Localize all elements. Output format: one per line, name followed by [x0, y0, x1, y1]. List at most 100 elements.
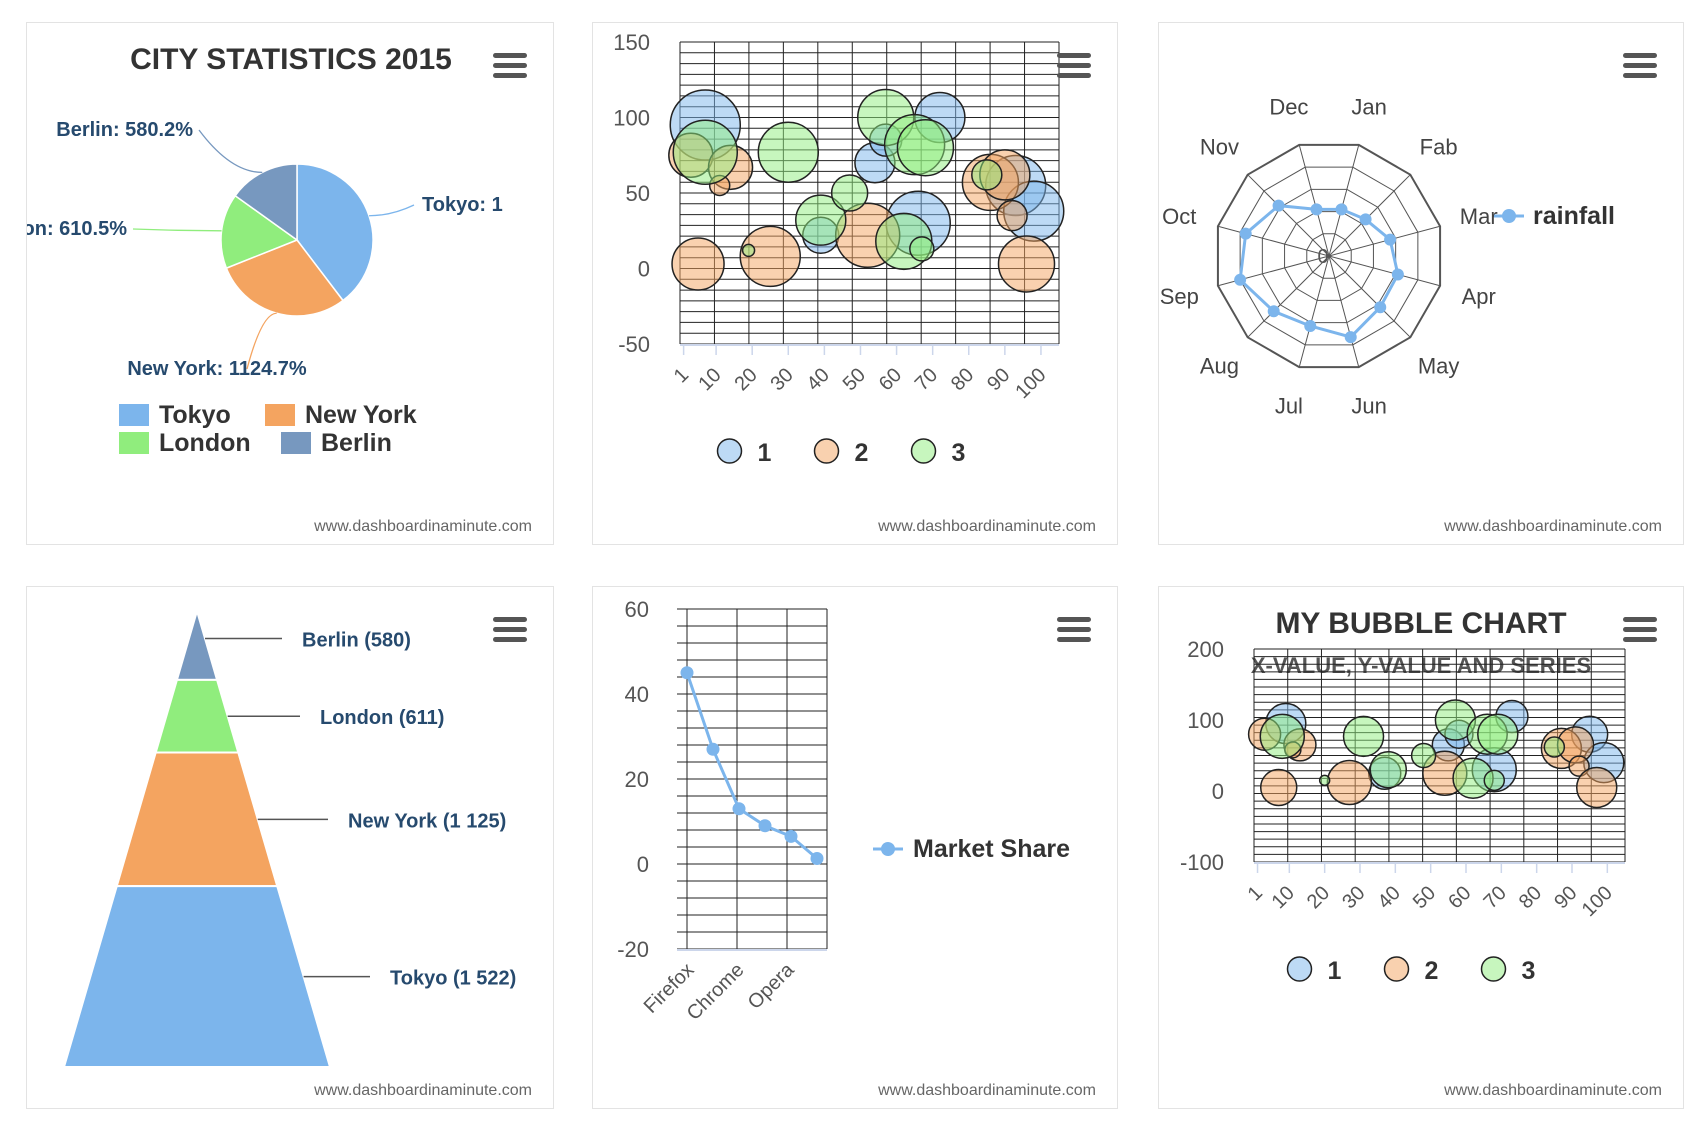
credit-link[interactable]: www.dashboardinaminute.com	[314, 518, 532, 535]
x-tick-label: 80	[947, 364, 978, 395]
bubble-chart-subtitle: X-VALUE, Y-VALUE AND SERIES	[1251, 653, 1591, 678]
bubble-point	[1369, 750, 1408, 789]
chart-context-menu-button[interactable]	[1623, 53, 1657, 79]
credit-link[interactable]: www.dashboardinaminute.com	[314, 1082, 532, 1099]
polar-category-label: May	[1418, 354, 1460, 379]
pie-chart: CITY STATISTICS 2015 Tokyo: 1 New York: 1…	[27, 43, 503, 457]
y-tick-label: 40	[625, 682, 649, 707]
x-tick-label: 40	[1374, 882, 1405, 913]
pie-slice-berlin	[234, 163, 298, 242]
pie-data-label: New York: 1124.7%	[127, 358, 307, 380]
rainfall-line	[1238, 204, 1400, 339]
bubble-point	[971, 159, 1003, 191]
y-tick-label: 100	[1187, 708, 1224, 733]
y-tick-label: 0	[637, 852, 649, 877]
legend-item: 2	[1425, 957, 1439, 985]
pyramid-segment-london	[154, 678, 240, 754]
pyramid-segment-new-york	[115, 751, 279, 888]
legend-symbol	[1480, 956, 1507, 982]
polar-grid	[1216, 143, 1442, 369]
x-tick-label: 90	[983, 364, 1014, 395]
y-tick-label: 20	[625, 767, 649, 792]
polar-category-label: Apr	[1462, 284, 1496, 309]
rainfall-point	[1384, 233, 1397, 246]
bubble-chart-panel: -50 0 50 100 150 1 10 20 30 40 50 60 70 80 90 100 1 2 3 ww…	[592, 22, 1118, 545]
bubble-point	[1410, 742, 1437, 769]
plot-grid	[677, 608, 828, 950]
rainfall-point	[1391, 268, 1404, 281]
x-tick-label: 30	[1338, 882, 1369, 913]
rainfall-point	[1239, 227, 1252, 240]
bubble-point	[739, 225, 801, 288]
x-tick-label: 90	[1550, 882, 1581, 913]
legend-item: 3	[952, 439, 966, 467]
legend-symbol-marker	[881, 842, 895, 856]
bubble-point	[1326, 759, 1373, 806]
pie-slice-london	[220, 194, 299, 270]
chart-context-menu-button[interactable]	[493, 617, 527, 643]
legend-item: New York	[305, 401, 417, 429]
x-tick-label: 10	[694, 364, 725, 395]
market-share-point	[784, 829, 798, 843]
market-share-line	[685, 672, 818, 860]
x-tick-label: 40	[803, 364, 834, 395]
bubble-series-3	[672, 88, 1003, 271]
legend-item: 1	[758, 439, 772, 467]
pyramid-chart-panel: Berlin (580) London (611) New York (1 125)…	[26, 586, 554, 1109]
credit-link[interactable]: www.dashboardinaminute.com	[1444, 518, 1662, 535]
chart-context-menu-button[interactable]	[1623, 617, 1657, 643]
legend-symbol	[813, 438, 840, 464]
pie-connector	[369, 204, 415, 217]
bubble-point	[672, 119, 739, 185]
pyramid-chart: Berlin (580) London (611) New York (1 125)…	[62, 607, 516, 1068]
pie-slice-tokyo	[296, 163, 374, 302]
x-tick-label: 10	[1268, 882, 1299, 913]
bubble-point	[830, 174, 869, 212]
chart-context-menu-button[interactable]	[1057, 53, 1091, 79]
pyramid-data-label: Tokyo (1 522)	[390, 968, 516, 990]
legend-symbol	[119, 404, 149, 426]
credit-link[interactable]: www.dashboardinaminute.com	[878, 1082, 1096, 1099]
bubble-point	[757, 121, 820, 183]
market-share-point	[680, 666, 694, 680]
x-tick-label: Opera	[744, 958, 799, 1013]
polar-category-label: Jul	[1275, 394, 1303, 419]
rainfall-point	[1304, 319, 1317, 332]
x-tick-label: 80	[1515, 882, 1546, 913]
legend-item: 1	[1328, 957, 1342, 985]
bubble-point	[1575, 766, 1618, 809]
legend-item: rainfall	[1533, 202, 1615, 230]
bubble-point	[1477, 713, 1519, 755]
rainfall-point	[1234, 273, 1247, 286]
rainfall-point	[1310, 203, 1323, 216]
bubble-point	[795, 194, 847, 246]
credit-link[interactable]: www.dashboardinaminute.com	[1444, 1082, 1662, 1099]
bubble-point	[1543, 736, 1566, 758]
y-tick-label: -50	[618, 332, 650, 357]
bubble-point	[909, 236, 935, 262]
chart-context-menu-button[interactable]	[1057, 617, 1091, 643]
legend-symbol	[281, 432, 311, 454]
pie-data-label: Berlin: 580.2%	[56, 119, 193, 141]
polar-center-label: 0	[1317, 246, 1328, 268]
pyramid-data-label: London (611)	[320, 707, 444, 729]
line-chart-panel: -20 0 20 40 60 Firefox Chrome Opera Market Share…	[592, 586, 1118, 1109]
legend-item: London	[159, 429, 251, 457]
x-tick-label: 100	[1578, 882, 1617, 921]
bubble-point	[1483, 769, 1506, 792]
polar-category-label: Aug	[1200, 354, 1239, 379]
rainfall-point	[1344, 331, 1357, 344]
x-tick-label: 60	[1444, 882, 1475, 913]
market-share-point	[732, 802, 746, 816]
x-tick-label: 70	[1480, 882, 1511, 913]
pie-chart-panel: CITY STATISTICS 2015 Tokyo: 1 New York: 1…	[26, 22, 554, 545]
chart-context-menu-button[interactable]	[493, 53, 527, 79]
bubble-point	[996, 199, 1028, 232]
y-tick-label: 0	[638, 257, 650, 282]
rainfall-point	[1335, 203, 1348, 216]
bubble-point	[1342, 715, 1385, 758]
pyramid-segment-berlin	[175, 607, 219, 681]
legend-symbol	[1383, 956, 1410, 982]
credit-link[interactable]: www.dashboardinaminute.com	[878, 518, 1096, 535]
x-tick-label: 70	[911, 364, 942, 395]
